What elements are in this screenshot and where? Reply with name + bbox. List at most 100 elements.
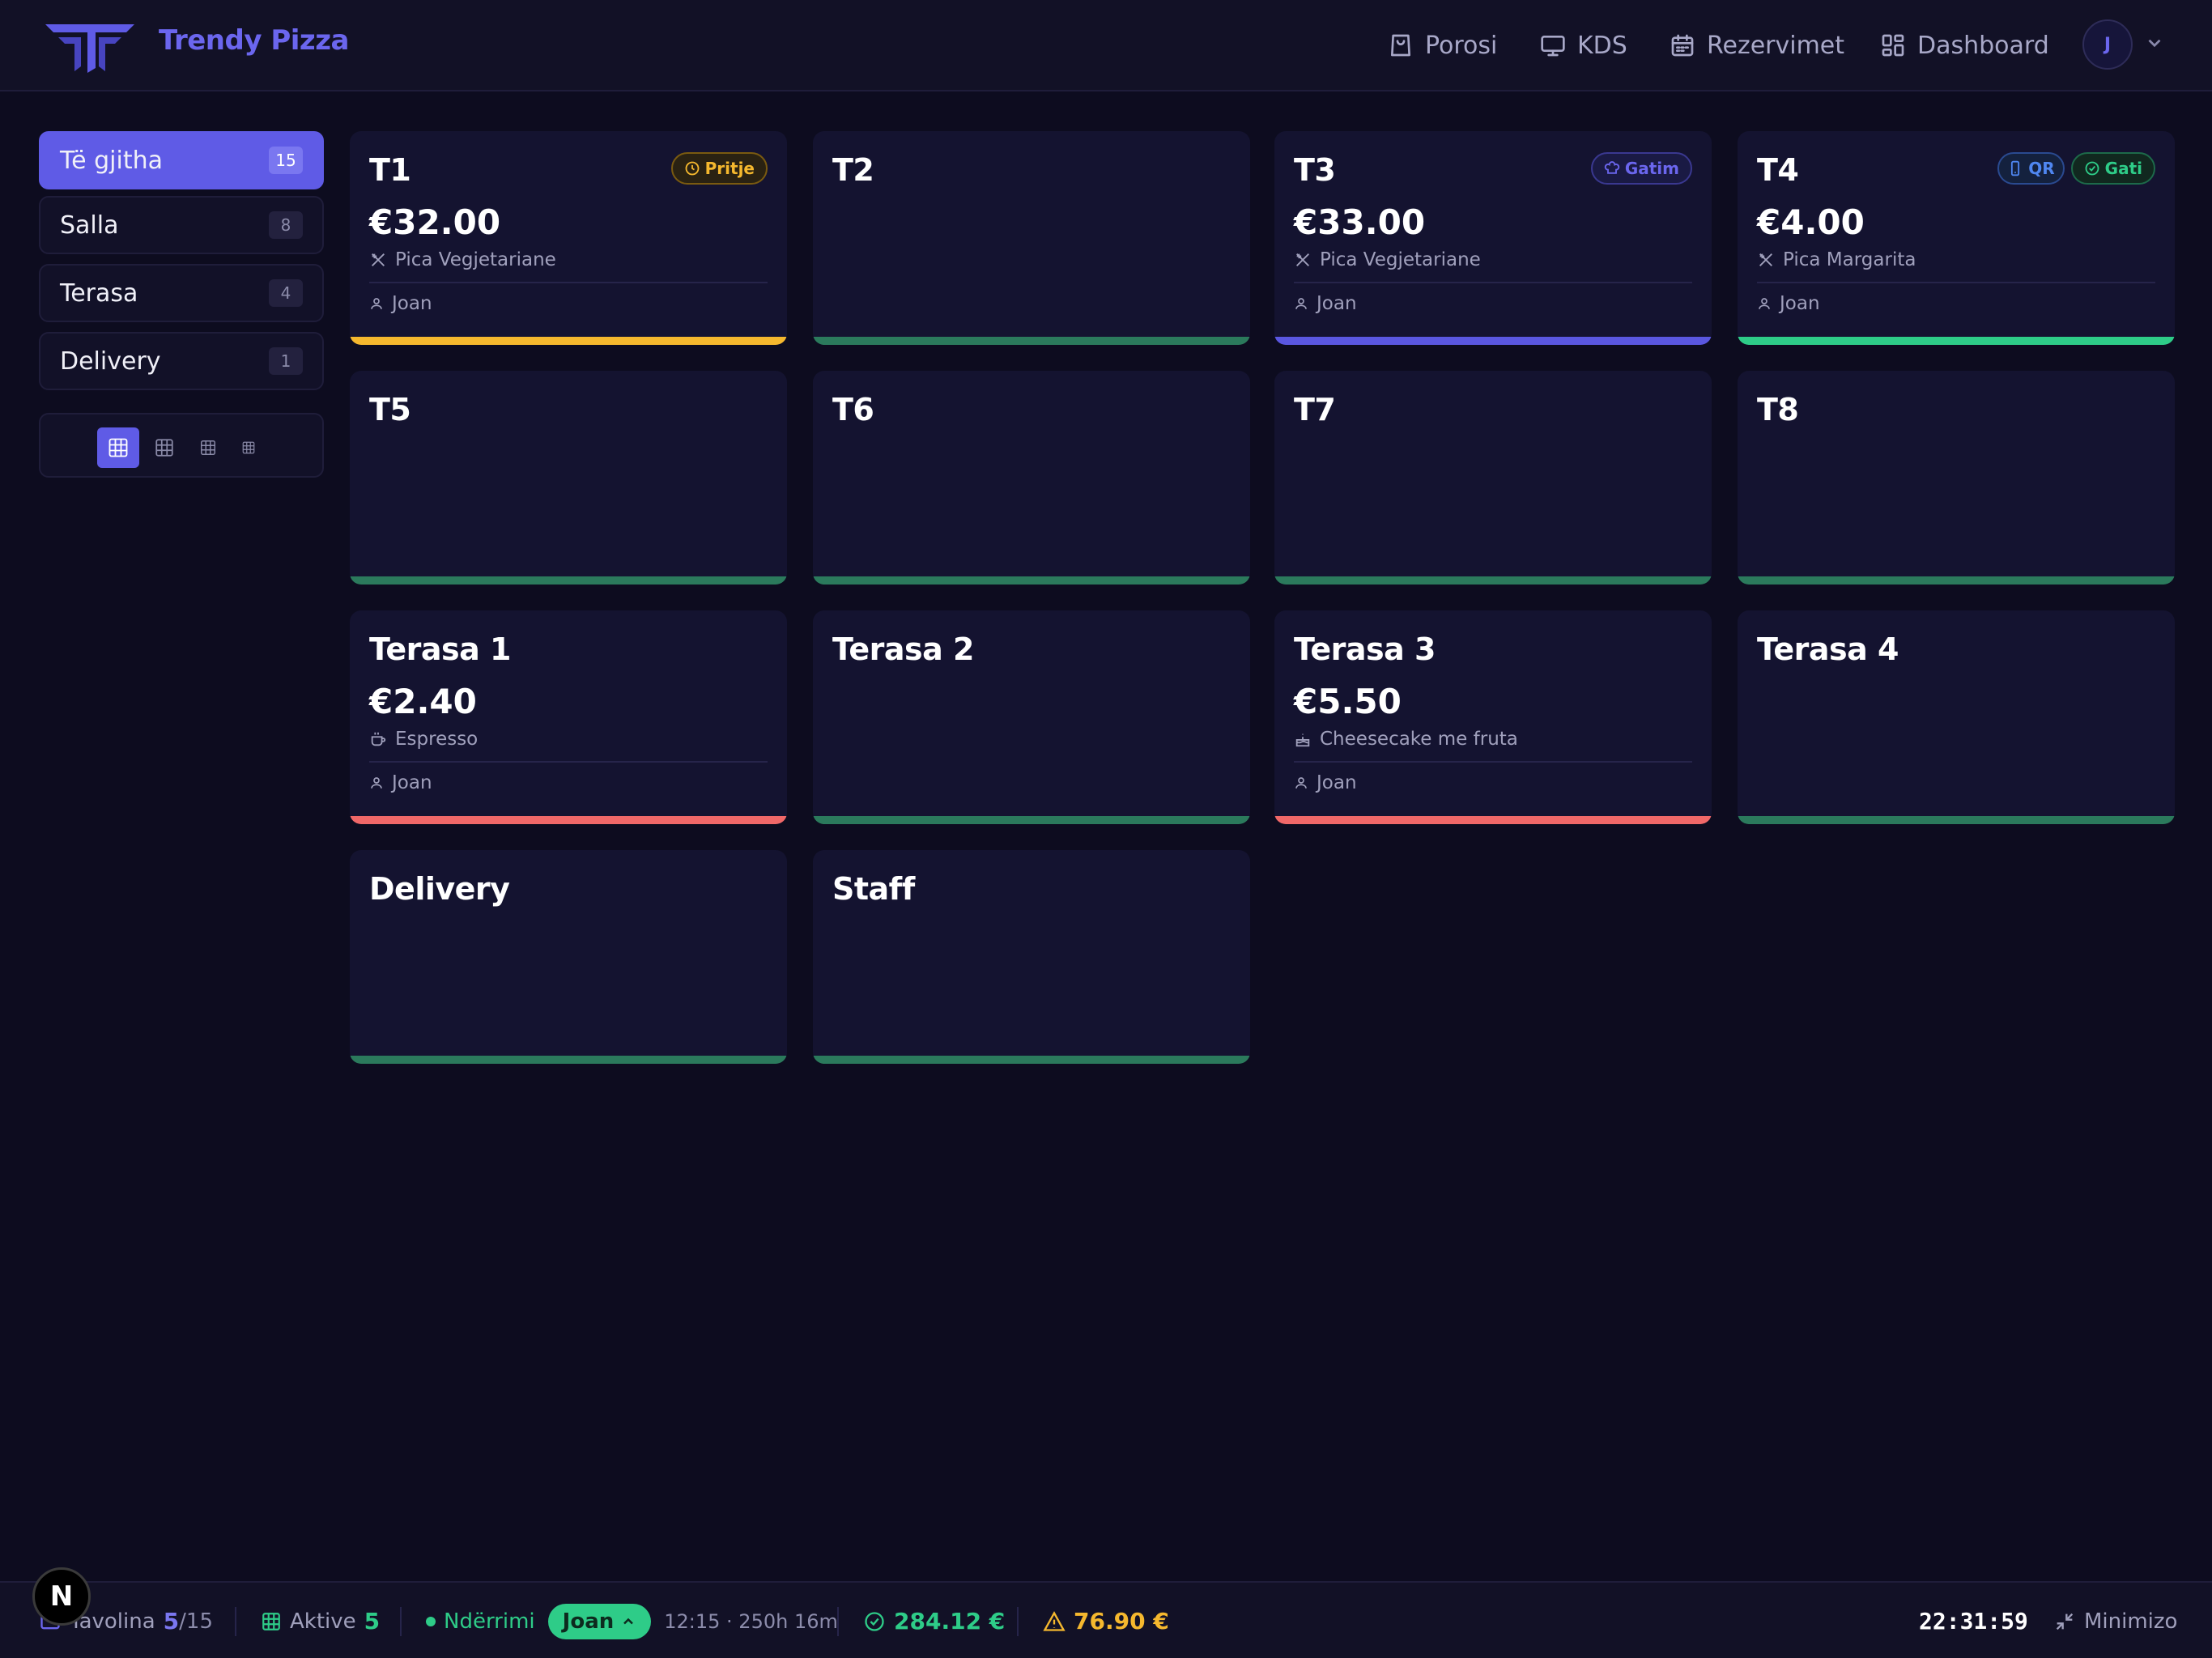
table-card-t5[interactable]: T5 <box>350 371 787 585</box>
separator <box>1017 1607 1019 1636</box>
card-divider <box>1757 282 2155 283</box>
table-waiter: Joan <box>1294 772 1357 793</box>
sidebar-item-terasa[interactable]: Terasa 4 <box>39 264 324 322</box>
table-card-t1[interactable]: T1 Pritje €32.00 Pica Vegjetariane Joan <box>350 131 787 345</box>
table-waiter: Joan <box>1294 293 1357 314</box>
table-card-terasa-2[interactable]: Terasa 2 <box>813 610 1250 824</box>
user-icon <box>1295 777 1307 789</box>
user-icon <box>371 298 382 309</box>
table-status-bar <box>350 1056 787 1064</box>
nav-orders-label: Porosi <box>1425 31 1498 60</box>
table-name: T5 <box>369 392 411 427</box>
nav-reservations[interactable]: Rezervimet <box>1670 26 1844 65</box>
table-amount: €33.00 <box>1294 202 1426 242</box>
utensils-icon <box>1296 253 1309 266</box>
grid-icon <box>262 1612 280 1630</box>
table-item-label: Pica Vegjetariane <box>1320 249 1481 270</box>
table-status-bar <box>1274 816 1712 824</box>
chevron-down-icon[interactable] <box>2144 32 2165 53</box>
shift-active-dot <box>426 1616 436 1626</box>
table-status-bar <box>350 816 787 824</box>
clock-time: 22:31:59 <box>1919 1608 2028 1635</box>
bottom-status-bar: Tavolina 5/15 Aktive 5 Ndërrimi Joan 12:… <box>0 1581 2212 1658</box>
table-item-label: Espresso <box>395 729 479 750</box>
check-circle-icon <box>2085 161 2099 176</box>
grid-size-xsmall-button[interactable] <box>228 427 269 468</box>
user-avatar[interactable]: J <box>2082 19 2133 70</box>
clock: 22:31:59 <box>1919 1583 2028 1658</box>
minimize-button[interactable]: Minimizo <box>2053 1583 2177 1658</box>
active-label: Aktive <box>290 1609 356 1634</box>
trendy-pizza-logo[interactable] <box>42 18 138 74</box>
table-last-item: Pica Margarita <box>1757 249 1916 270</box>
table-waiter: Joan <box>369 772 432 793</box>
table-item-label: Pica Margarita <box>1783 249 1916 270</box>
sidebar-item-label: Delivery <box>60 346 161 376</box>
brand-name[interactable]: Trendy Pizza <box>159 24 349 57</box>
shift-user-name: Joan <box>562 1609 615 1634</box>
waiter-name: Joan <box>1317 772 1357 793</box>
waiter-name: Joan <box>392 772 432 793</box>
coffee-cup-icon <box>371 732 386 746</box>
waiter-name: Joan <box>1317 293 1357 314</box>
table-name: T1 <box>369 152 411 188</box>
table-last-item: Espresso <box>369 729 478 750</box>
table-name: Terasa 1 <box>369 631 511 667</box>
table-status-bar <box>1738 816 2175 824</box>
table-card-t4[interactable]: T4 QR Gati €4.00 Pica Margarita Joan <box>1738 131 2175 345</box>
pending-total: 76.90 € <box>1043 1583 1169 1658</box>
sidebar-item-delivery[interactable]: Delivery 1 <box>39 332 324 390</box>
table-card-t7[interactable]: T7 <box>1274 371 1712 585</box>
tables-occupied: 5 <box>163 1608 180 1635</box>
table-card-t6[interactable]: T6 <box>813 371 1250 585</box>
nav-dashboard[interactable]: Dashboard <box>1880 26 2049 65</box>
status-badge-waiting: Pritje <box>670 152 768 185</box>
dev-tools-badge[interactable]: N <box>32 1567 91 1626</box>
nav-orders[interactable]: Porosi <box>1388 26 1497 65</box>
table-amount: €4.00 <box>1757 202 1865 242</box>
table-card-t3[interactable]: T3 Gatim €33.00 Pica Vegjetariane Joan <box>1274 131 1712 345</box>
table-name: T7 <box>1294 392 1336 427</box>
table-name: Terasa 3 <box>1294 631 1436 667</box>
sidebar-item-count: 15 <box>269 147 303 174</box>
table-name: Delivery <box>369 871 510 907</box>
utensils-icon <box>372 253 385 266</box>
sidebar-item-all[interactable]: Të gjitha 15 <box>39 131 324 189</box>
sidebar-item-label: Të gjitha <box>60 146 163 175</box>
table-badges: Gatim <box>1590 152 1692 185</box>
status-badge-ready: Gati <box>2070 152 2155 185</box>
grid-size-medium-button[interactable] <box>144 427 185 468</box>
sidebar-item-count: 1 <box>269 347 303 375</box>
table-amount: €32.00 <box>369 202 501 242</box>
separator <box>400 1607 402 1636</box>
table-name: T4 <box>1757 152 1799 188</box>
table-status-bar <box>350 576 787 585</box>
table-card-delivery[interactable]: Delivery <box>350 850 787 1064</box>
table-name: T2 <box>832 152 874 188</box>
grid-size-small-button[interactable] <box>188 427 228 468</box>
table-item-label: Cheesecake me fruta <box>1320 729 1518 750</box>
grid-xsmall-icon <box>242 441 255 454</box>
chevron-up-icon <box>623 1618 634 1624</box>
table-card-terasa-1[interactable]: Terasa 1 €2.40 Espresso Joan <box>350 610 787 824</box>
table-status-bar <box>1274 576 1712 585</box>
tables-total: /15 <box>179 1609 213 1634</box>
check-circle-icon <box>865 1611 884 1631</box>
grid-size-large-button[interactable] <box>97 427 139 468</box>
card-divider <box>1294 282 1692 283</box>
table-card-terasa-3[interactable]: Terasa 3 €5.50 Cheesecake me fruta Joan <box>1274 610 1712 824</box>
minimize-arrows-icon <box>2056 1613 2074 1630</box>
table-card-t2[interactable]: T2 <box>813 131 1250 345</box>
sidebar-item-salla[interactable]: Salla 8 <box>39 196 324 254</box>
shift-user-button[interactable]: Joan <box>547 1603 652 1639</box>
paid-total-value: 284.12 € <box>894 1608 1006 1635</box>
table-card-terasa-4[interactable]: Terasa 4 <box>1738 610 2175 824</box>
table-status-bar <box>813 1056 1250 1064</box>
active-count: 5 <box>364 1608 381 1635</box>
table-card-t8[interactable]: T8 <box>1738 371 2175 585</box>
badge-label: Pritje <box>704 159 755 178</box>
pending-total-value: 76.90 € <box>1074 1608 1169 1635</box>
table-card-staff[interactable]: Staff <box>813 850 1250 1064</box>
nav-kds[interactable]: KDS <box>1540 26 1627 65</box>
shift-info: Ndërrimi Joan 12:15 · 250h 16m <box>426 1583 838 1658</box>
